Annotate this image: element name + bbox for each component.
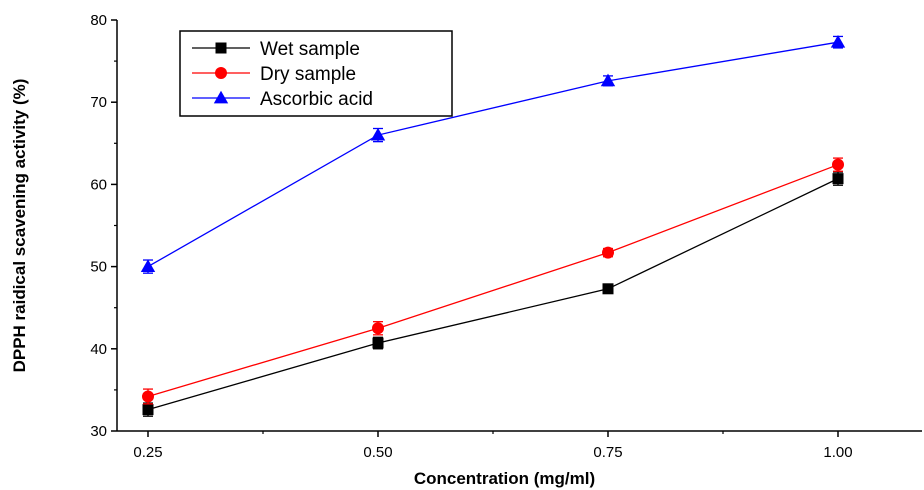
data-point bbox=[370, 127, 386, 141]
legend-label: Dry sample bbox=[260, 64, 356, 85]
y-axis-title: DPPH raidical scavening activity (%) bbox=[10, 79, 29, 373]
data-point bbox=[142, 404, 154, 416]
series-line bbox=[147, 178, 839, 411]
legend-label: Ascorbic acid bbox=[260, 89, 373, 110]
legend-entry: Dry sample bbox=[192, 64, 356, 85]
series-0 bbox=[142, 171, 844, 417]
plot-area bbox=[140, 34, 846, 417]
data-point bbox=[142, 390, 154, 403]
data-point bbox=[372, 337, 384, 349]
legend-entry: Ascorbic acid bbox=[192, 89, 373, 110]
legend-entries: Wet sample Dry sample Ascorbic acid bbox=[192, 39, 373, 110]
y-tick-label: 40 bbox=[90, 341, 107, 358]
legend-marker bbox=[213, 90, 229, 104]
legend-entry: Wet sample bbox=[192, 39, 360, 60]
x-tick-label: 0.25 bbox=[133, 444, 162, 461]
data-point bbox=[832, 158, 844, 171]
x-axis-title: Concentration (mg/ml) bbox=[414, 469, 595, 488]
data-point bbox=[602, 283, 614, 295]
y-tick-label: 60 bbox=[90, 176, 107, 193]
x-tick-label: 1.00 bbox=[823, 444, 852, 461]
data-point bbox=[600, 73, 616, 87]
data-point bbox=[602, 246, 614, 259]
data-point bbox=[372, 322, 384, 335]
series-1 bbox=[142, 157, 844, 405]
x-tick-label: 0.50 bbox=[363, 444, 392, 461]
legend-marker bbox=[215, 67, 227, 79]
y-tick-label: 70 bbox=[90, 94, 107, 111]
data-point bbox=[832, 173, 844, 185]
y-tick-label: 30 bbox=[90, 423, 107, 440]
y-tick-label: 50 bbox=[90, 259, 107, 276]
x-tick-label: 0.75 bbox=[593, 444, 622, 461]
y-tick-label: 80 bbox=[90, 12, 107, 29]
series-line bbox=[147, 41, 839, 268]
legend-marker bbox=[215, 42, 227, 54]
ticks: 30 40 50 60 70 80 0.25 0.50 0.75 1.00 bbox=[90, 12, 852, 461]
legend: Wet sample Dry sample Ascorbic acid bbox=[179, 30, 453, 117]
series-line bbox=[147, 164, 839, 398]
data-point bbox=[140, 259, 156, 272]
legend-label: Wet sample bbox=[260, 39, 360, 60]
series-2 bbox=[140, 34, 846, 274]
data-point bbox=[830, 34, 846, 48]
